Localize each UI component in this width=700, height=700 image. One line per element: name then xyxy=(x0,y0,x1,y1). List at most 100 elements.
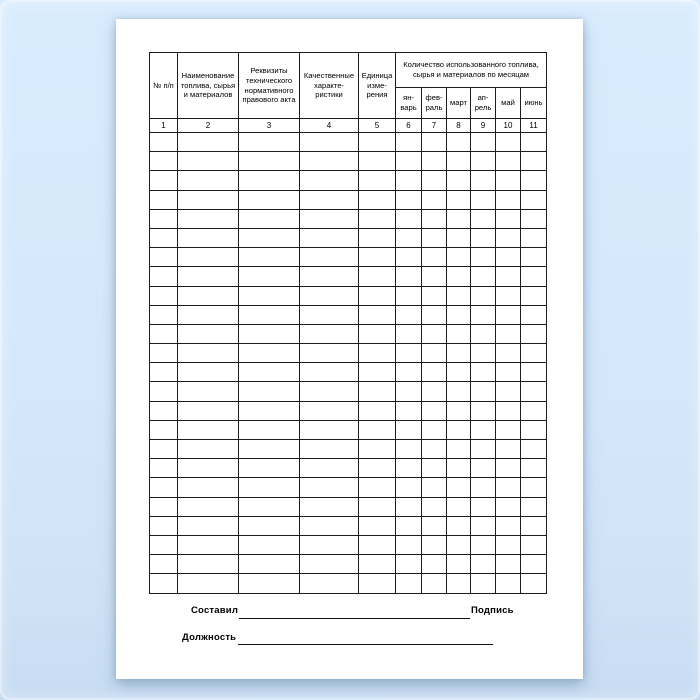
table-cell xyxy=(358,438,396,460)
table-cell xyxy=(421,170,447,191)
table-cell xyxy=(495,419,521,441)
table-cell xyxy=(421,131,447,153)
table-cell xyxy=(395,362,422,383)
table-row xyxy=(149,208,548,229)
table-cell xyxy=(446,131,471,153)
table-cell xyxy=(149,131,178,153)
table-body xyxy=(149,131,548,594)
table-row xyxy=(149,189,548,210)
table-cell xyxy=(358,419,396,441)
table-cell xyxy=(395,573,422,594)
table-cell xyxy=(495,170,521,191)
column-header-number: № п/п xyxy=(149,52,178,119)
table-cell xyxy=(470,381,496,402)
table-cell xyxy=(177,247,239,268)
months-group-header: Количество использованного топлива, сырь… xyxy=(394,52,548,88)
table-cell xyxy=(470,151,496,172)
table-cell xyxy=(495,573,521,594)
column-number-cell: 6 xyxy=(395,118,422,133)
table-cell xyxy=(495,323,521,345)
table-cell xyxy=(446,247,471,268)
table-cell xyxy=(446,343,471,364)
table-cell xyxy=(149,362,178,383)
table-cell xyxy=(177,151,239,172)
table-cell xyxy=(238,227,300,249)
table-cell xyxy=(519,323,548,345)
table-cell xyxy=(446,458,471,479)
table-cell xyxy=(446,266,471,287)
column-header-quality: Качественные характе- ристики xyxy=(299,52,359,119)
table-cell xyxy=(446,496,471,517)
table-cell xyxy=(299,534,359,556)
table-cell xyxy=(395,438,422,460)
table-cell xyxy=(470,247,496,268)
column-number-cell: 1 xyxy=(149,118,178,133)
table-cell xyxy=(149,381,178,402)
table-cell xyxy=(238,458,300,479)
table-cell xyxy=(299,458,359,479)
table-cell xyxy=(421,189,447,210)
table-cell xyxy=(299,131,359,153)
table-cell xyxy=(421,477,447,498)
table-cell xyxy=(470,131,496,153)
column-number-cell: 10 xyxy=(495,118,521,133)
table-row xyxy=(149,477,548,498)
table-row xyxy=(149,227,548,249)
signature-label: Подпись xyxy=(471,605,514,616)
position-blank-line xyxy=(238,644,493,645)
table-cell xyxy=(177,573,239,594)
table-cell xyxy=(495,151,521,172)
table-cell xyxy=(149,151,178,172)
table-cell xyxy=(358,285,396,306)
table-row xyxy=(149,362,548,383)
table-cell xyxy=(421,400,447,421)
table-cell xyxy=(299,496,359,517)
table-cell xyxy=(495,362,521,383)
table-cell xyxy=(421,343,447,364)
table-row xyxy=(149,554,548,575)
table-cell xyxy=(299,573,359,594)
table-row xyxy=(149,304,548,325)
table-row xyxy=(149,400,548,421)
table-row xyxy=(149,266,548,287)
table-cell xyxy=(495,304,521,325)
table-cell xyxy=(519,458,548,479)
table-cell xyxy=(358,362,396,383)
table-cell xyxy=(446,573,471,594)
table-cell xyxy=(177,208,239,229)
table-cell xyxy=(395,131,422,153)
table-cell xyxy=(358,534,396,556)
table-cell xyxy=(299,170,359,191)
table-cell xyxy=(495,189,521,210)
table-cell xyxy=(395,515,422,536)
table-cell xyxy=(446,477,471,498)
table-cell xyxy=(149,419,178,441)
month-header-february: фев- раль xyxy=(421,87,447,119)
column-number-cell: 8 xyxy=(446,118,471,133)
table-row xyxy=(149,343,548,364)
table-cell xyxy=(519,554,548,575)
table-cell xyxy=(495,458,521,479)
table-cell xyxy=(519,438,548,460)
table-cell xyxy=(395,170,422,191)
fuel-usage-form-table: № п/п Наименование топлива, сырья и мате… xyxy=(149,52,548,594)
table-cell xyxy=(446,227,471,249)
table-cell xyxy=(299,189,359,210)
table-cell xyxy=(470,458,496,479)
table-cell xyxy=(358,458,396,479)
table-cell xyxy=(299,151,359,172)
column-header-name: Наименование топлива, сырья и материалов xyxy=(177,52,239,119)
table-cell xyxy=(177,381,239,402)
table-cell xyxy=(149,458,178,479)
table-cell xyxy=(395,400,422,421)
table-row xyxy=(149,323,548,345)
table-cell xyxy=(519,362,548,383)
table-cell xyxy=(446,208,471,229)
table-cell xyxy=(495,496,521,517)
table-cell xyxy=(446,304,471,325)
table-cell xyxy=(238,247,300,268)
table-row xyxy=(149,419,548,441)
table-cell xyxy=(238,151,300,172)
table-cell xyxy=(470,534,496,556)
table-row xyxy=(149,458,548,479)
